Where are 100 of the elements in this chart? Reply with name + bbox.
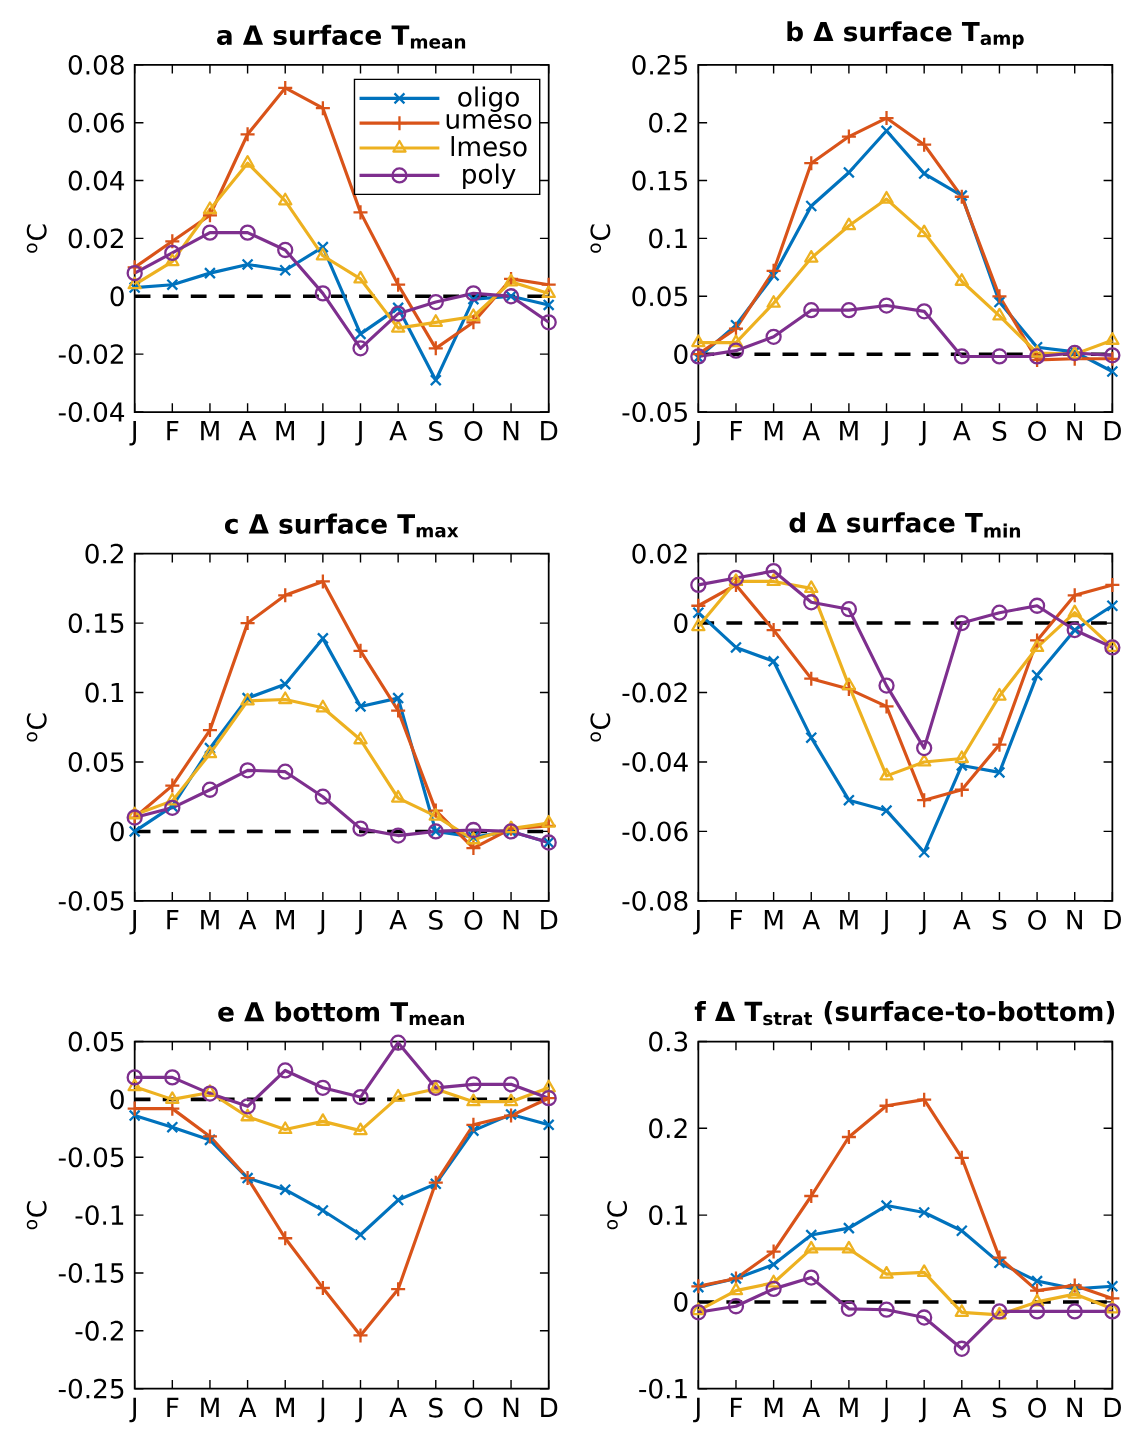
y-tick-label: -0.04 (58, 402, 124, 422)
x-tick-label: O (464, 1397, 483, 1418)
y-tick-label: 0 (674, 344, 688, 365)
x-tick-label: N (503, 1397, 519, 1417)
y-axis-title: $^{o}$C (607, 1201, 627, 1230)
y-tick-label: 0.05 (68, 1031, 124, 1052)
x-tick-label: J (129, 909, 136, 935)
x-tick-label: F (167, 421, 179, 441)
x-tick-label: J (692, 421, 700, 446)
y-tick-label: 0.1 (649, 1205, 687, 1226)
y-tick-label: 0.05 (632, 286, 687, 307)
x-tick-label: A (802, 909, 820, 930)
x-tick-label: S (429, 1397, 443, 1418)
x-tick-label: F (167, 909, 179, 930)
x-tick-label: J (881, 909, 888, 935)
y-tick-label: -0.08 (622, 890, 688, 911)
x-tick-label: D (1104, 909, 1121, 930)
y-tick-label: -0.02 (622, 682, 687, 703)
x-tick-label: M (276, 421, 294, 441)
y-axis-title: $^{o}$C (26, 224, 47, 253)
x-tick-label: M (276, 909, 294, 930)
x-tick-label: F (167, 1397, 179, 1417)
x-tick-label: J (317, 909, 325, 935)
y-tick-label: -0.2 (75, 1320, 123, 1341)
y-tick-label: 0 (674, 613, 688, 634)
y-tick-label: 0.2 (649, 112, 687, 133)
y-tick-label: 0 (110, 1089, 124, 1110)
y-tick-label: 0.1 (85, 682, 123, 703)
x-tick-label: D (1104, 1397, 1121, 1417)
x-tick-label: D (541, 1397, 558, 1417)
x-tick-label: J (317, 1397, 325, 1423)
x-tick-label: A (238, 909, 257, 930)
chart-title: e Δ bottom T$_{mean}$ (218, 1001, 464, 1026)
x-tick-label: M (840, 909, 858, 930)
y-axis-title: $^{o}$C (26, 1201, 47, 1230)
x-tick-label: O (464, 909, 483, 930)
x-tick-label: A (389, 1397, 407, 1417)
y-tick-label: -0.05 (58, 890, 124, 911)
x-tick-label: A (389, 909, 407, 930)
legend-label: umeso (446, 113, 532, 129)
x-tick-label: N (1067, 909, 1082, 930)
x-tick-label: O (464, 421, 483, 442)
y-tick-label: 0.15 (68, 613, 124, 634)
x-tick-label: N (1067, 1397, 1082, 1417)
x-tick-label: J (355, 1397, 362, 1423)
x-tick-label: S (429, 421, 443, 442)
y-tick-label: 0.1 (649, 228, 687, 249)
chart-title: c Δ surface T$_{max}$ (224, 513, 459, 538)
x-tick-label: J (692, 1397, 700, 1423)
chart-title: a Δ surface T$_{mean}$ (216, 24, 465, 49)
y-tick-label: -0.06 (622, 821, 688, 842)
x-tick-label: J (355, 909, 362, 935)
x-tick-label: A (389, 421, 407, 441)
x-tick-label: A (238, 421, 257, 441)
y-tick-label: -0.05 (622, 402, 687, 422)
x-tick-label: S (992, 421, 1007, 442)
x-tick-label: J (918, 421, 926, 446)
x-tick-label: J (881, 1397, 888, 1423)
legend-label: poly (463, 163, 516, 189)
x-tick-label: A (238, 1397, 257, 1417)
y-tick-label: 0.02 (68, 228, 123, 249)
y-tick-label: 0.02 (632, 543, 687, 564)
x-tick-label: A (952, 1397, 971, 1417)
y-tick-label: -0.1 (75, 1205, 123, 1226)
y-tick-label: 0.2 (85, 543, 123, 564)
x-tick-label: M (201, 909, 219, 930)
y-tick-label: 0.3 (649, 1031, 687, 1052)
y-axis-title: $^{o}$C (26, 713, 47, 742)
x-tick-label: J (317, 421, 325, 446)
x-tick-label: D (1104, 421, 1121, 441)
x-tick-label: A (802, 1397, 820, 1417)
x-tick-label: N (503, 421, 519, 441)
x-tick-label: O (1028, 909, 1046, 930)
x-tick-label: S (992, 909, 1007, 930)
x-tick-label: A (802, 421, 820, 441)
y-tick-label: 0.25 (632, 54, 687, 75)
y-tick-label: -0.04 (622, 752, 688, 772)
y-tick-label: 0.06 (68, 112, 124, 133)
x-tick-label: O (1028, 1397, 1046, 1418)
x-tick-label: N (503, 909, 519, 930)
y-tick-label: -0.02 (58, 344, 123, 365)
y-axis-title: $^{o}$C (590, 224, 611, 253)
x-tick-label: S (429, 909, 443, 930)
y-tick-label: 0 (110, 286, 124, 307)
y-tick-label: -0.25 (58, 1378, 124, 1399)
legend-label: lmeso (451, 136, 527, 157)
x-tick-label: F (730, 1397, 742, 1417)
x-tick-label: J (129, 421, 136, 446)
y-tick-label: 0.2 (649, 1118, 687, 1139)
y-tick-label: 0 (674, 1291, 688, 1312)
x-tick-label: F (730, 421, 742, 441)
x-tick-label: J (918, 909, 926, 935)
y-tick-label: 0.05 (68, 752, 124, 772)
x-tick-label: J (881, 421, 888, 446)
chart-title: f Δ T$_{strat}$ (surface-to-bottom) (694, 1000, 1114, 1026)
x-tick-label: M (276, 1397, 294, 1417)
y-tick-label: 0 (110, 821, 124, 842)
x-tick-label: M (840, 421, 858, 441)
x-tick-label: J (129, 1397, 136, 1423)
x-tick-label: D (541, 909, 558, 930)
